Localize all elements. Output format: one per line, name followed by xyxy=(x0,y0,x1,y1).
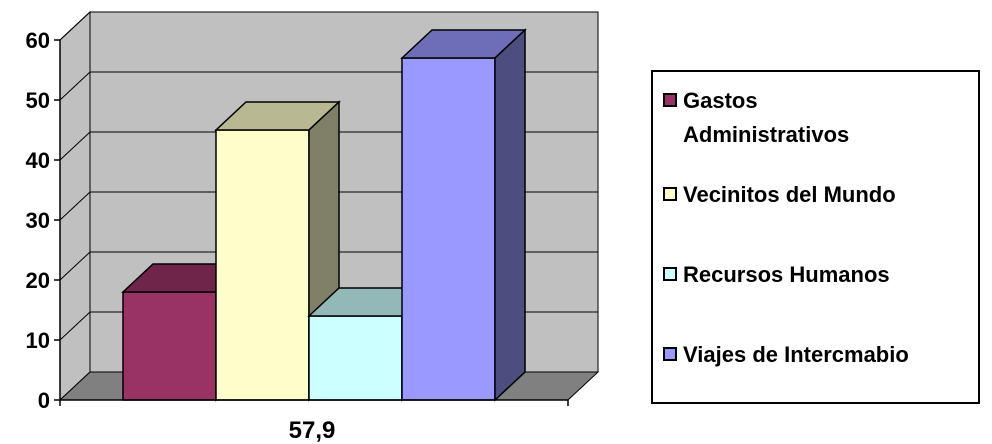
legend-swatch xyxy=(663,267,677,281)
chart: 0 10 20 30 40 50 60 57,9 xyxy=(26,10,600,444)
y-tick-label: 50 xyxy=(26,88,50,113)
legend-item: Vecinitos del Mundo xyxy=(663,178,896,212)
gridline xyxy=(59,11,598,41)
legend-item: Gastos Administrativos xyxy=(663,84,849,152)
bar-front xyxy=(308,315,403,401)
legend-label: Vecinitos del Mundo xyxy=(683,182,896,207)
legend-label: Gastos Administrativos xyxy=(683,88,850,147)
legend-label: Recursos Humanos xyxy=(683,262,890,287)
y-tick-label: 0 xyxy=(38,388,50,413)
legend-item: Viajes de Intercmabio xyxy=(663,338,909,372)
bar-side xyxy=(494,28,526,402)
y-tick-label: 10 xyxy=(26,328,50,353)
x-category-label: 57,9 xyxy=(289,417,336,444)
y-tick-label: 20 xyxy=(26,268,50,293)
y-tick-label: 30 xyxy=(26,208,50,233)
y-axis-ticks: 0 10 20 30 40 50 60 xyxy=(26,28,60,413)
bar-front xyxy=(401,57,496,401)
legend-swatch xyxy=(663,187,677,201)
legend-item: Recursos Humanos xyxy=(663,258,890,292)
legend: Gastos Administrativos Vecinitos del Mun… xyxy=(651,70,980,404)
bar-front xyxy=(122,291,217,401)
bar xyxy=(400,28,527,402)
legend-swatch xyxy=(663,93,677,107)
y-tick-label: 40 xyxy=(26,148,50,173)
bars xyxy=(121,28,527,402)
legend-label: Viajes de Intercmabio xyxy=(683,342,909,367)
bar-front xyxy=(215,129,310,401)
y-tick-label: 60 xyxy=(26,28,50,53)
legend-swatch xyxy=(663,347,677,361)
